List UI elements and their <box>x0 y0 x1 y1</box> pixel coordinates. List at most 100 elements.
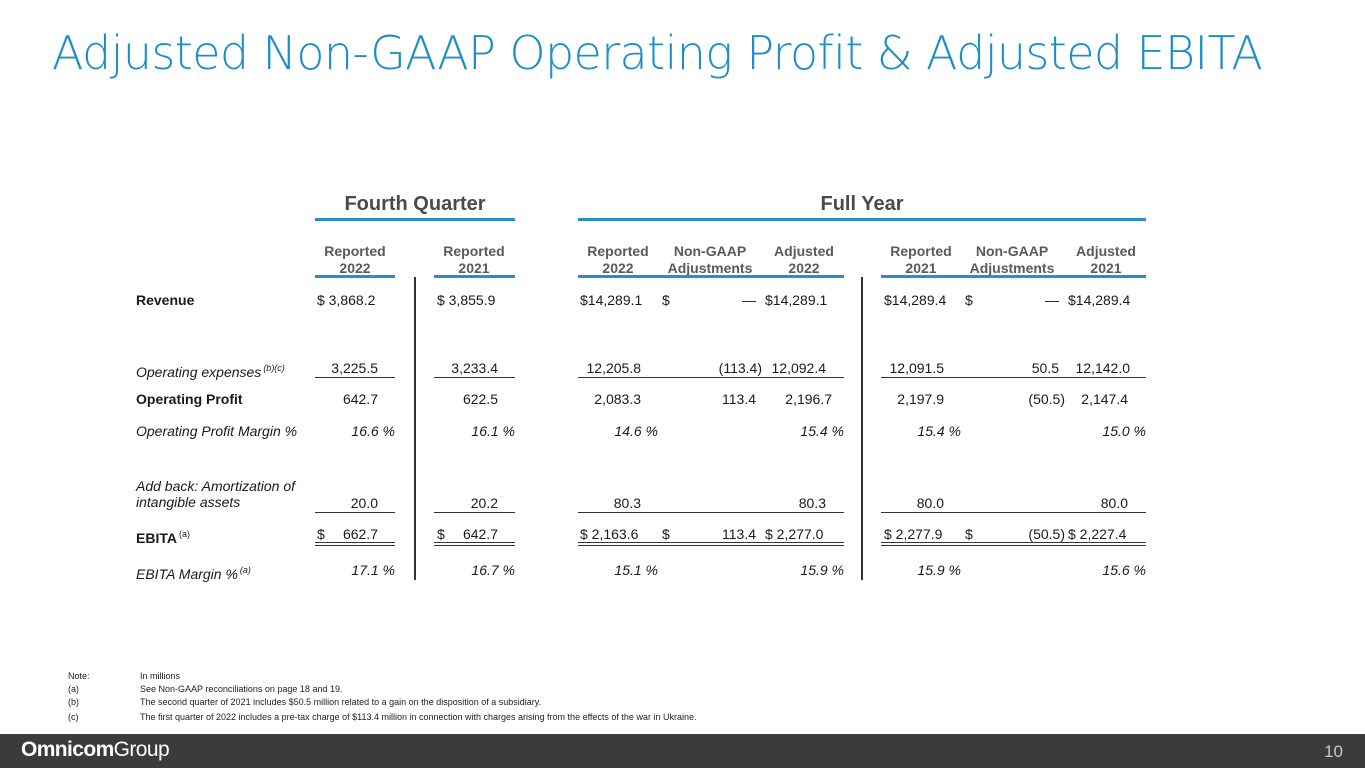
table-cell: — <box>742 292 756 308</box>
underline <box>881 512 1146 513</box>
table-cell: 12,092.4 <box>771 360 827 376</box>
double-underline <box>578 542 844 546</box>
table-cell: 15.9 % <box>917 562 961 578</box>
column-header: Reported 2021 <box>443 243 505 276</box>
footnote: (b) The second quarter of 2021 includes $… <box>68 697 542 707</box>
footer-bar: OmnicomGroup 10 <box>0 734 1365 768</box>
underline <box>578 377 844 378</box>
page-number: 10 <box>1324 742 1343 761</box>
table-cell: 15.4 % <box>800 423 844 439</box>
table-cell: 662.7 <box>342 526 378 542</box>
table-cell: 642.7 <box>342 391 378 407</box>
double-underline <box>881 542 1146 546</box>
group-header-full-year: Full Year <box>820 193 904 215</box>
row-label-revenue: Revenue <box>136 292 195 308</box>
table-cell: (50.5) <box>1028 526 1065 542</box>
footnote: Note: In millions <box>68 671 181 681</box>
table-cell: $14,289.4 <box>884 292 947 308</box>
table-cell: (113.4) <box>718 360 762 376</box>
table-cell: 3,225.5 <box>331 360 378 376</box>
table-cell: $ <box>317 526 325 542</box>
table-cell: 50.5 <box>1031 360 1059 376</box>
table-cell: $14,289.1 <box>580 292 643 308</box>
table-cell: $ 2,227.4 <box>1068 526 1127 542</box>
column-divider <box>861 277 863 580</box>
table-cell: 16.6 % <box>351 423 395 439</box>
table-cell: 80.0 <box>1100 495 1128 511</box>
underline <box>881 377 1146 378</box>
table-cell: — <box>1045 292 1059 308</box>
group-underline-fourth-quarter <box>315 218 515 221</box>
table-cell: $ 2,277.0 <box>765 526 824 542</box>
table-cell: 80.3 <box>613 495 641 511</box>
table-cell: $ <box>662 526 670 542</box>
table-cell: $ 2,277.9 <box>884 526 943 542</box>
column-header: Reported 2021 <box>890 243 952 276</box>
double-underline <box>434 542 515 546</box>
table-cell: 12,142.0 <box>1075 360 1131 376</box>
page-title: Adjusted Non-GAAP Operating Profit & Adj… <box>52 26 1263 80</box>
table-cell: $ <box>965 526 973 542</box>
table-cell: 2,083.3 <box>594 391 641 407</box>
table-cell: 2,196.7 <box>785 391 832 407</box>
row-label-operating-profit-margin: Operating Profit Margin % <box>136 423 298 439</box>
column-underline <box>315 275 395 278</box>
table-cell: 15.4 % <box>917 423 961 439</box>
omnicom-logo: OmnicomGroup <box>21 738 170 761</box>
table-cell: 113.4 <box>722 391 756 407</box>
table-cell: 14.6 % <box>614 423 658 439</box>
row-label-ebita-margin: EBITA Margin % (a) <box>136 565 251 582</box>
table-cell: 642.7 <box>462 526 498 542</box>
table-cell: $ 2,163.6 <box>580 526 639 542</box>
underline <box>315 377 395 378</box>
table-cell: 17.1 % <box>351 562 395 578</box>
footnote: (a) See Non-GAAP reconciliations on page … <box>68 684 343 694</box>
table-cell: 20.0 <box>350 495 378 511</box>
group-header-fourth-quarter: Fourth Quarter <box>344 193 486 215</box>
column-underline <box>578 275 844 278</box>
table-cell: 3,233.4 <box>451 360 498 376</box>
table-cell: $ 3,855.9 <box>437 292 496 308</box>
table-cell: 12,205.8 <box>586 360 642 376</box>
table-cell: $ <box>965 292 973 308</box>
footnotes: Note: In millions (a) See Non-GAAP reconci… <box>68 670 696 724</box>
row-label-amortization: Add back: Amortization of intangible asse… <box>136 478 296 510</box>
column-header: Non-GAAP Adjustments <box>969 243 1055 276</box>
table-cell: 15.0 % <box>1102 423 1146 439</box>
table-cell: 15.9 % <box>800 562 844 578</box>
table-cell: 2,197.9 <box>897 391 944 407</box>
table-cell: $ <box>662 292 670 308</box>
table-cell: $ <box>437 526 445 542</box>
table-cell: $14,289.4 <box>1068 292 1131 308</box>
table-cell: 15.6 % <box>1102 562 1146 578</box>
table-cell: (50.5) <box>1028 391 1065 407</box>
table-cell: 622.5 <box>462 391 498 407</box>
column-header: Non-GAAP Adjustments <box>667 243 753 276</box>
column-underline <box>881 275 1146 278</box>
underline <box>434 377 515 378</box>
table-cell: 80.0 <box>916 495 944 511</box>
column-header: Adjusted 2022 <box>774 243 834 276</box>
column-header: Adjusted 2021 <box>1076 243 1136 276</box>
row-label-operating-expenses: Operating expenses (b)(c) <box>136 363 285 380</box>
column-header: Reported 2022 <box>324 243 386 276</box>
underline <box>578 512 844 513</box>
table-cell: 16.1 % <box>471 423 515 439</box>
table-cell: 12,091.5 <box>889 360 945 376</box>
row-label-ebita: EBITA (a) <box>136 529 190 546</box>
underline <box>434 512 515 513</box>
row-label-operating-profit: Operating Profit <box>136 391 243 407</box>
table-cell: 80.3 <box>798 495 826 511</box>
footnote: (c) The first quarter of 2022 includes a … <box>68 712 697 722</box>
double-underline <box>315 542 395 546</box>
table-cell: 16.7 % <box>471 562 515 578</box>
group-underline-full-year <box>578 218 1146 221</box>
table-cell: $ 3,868.2 <box>317 292 376 308</box>
table-cell: 20.2 <box>470 495 498 511</box>
table-cell: 2,147.4 <box>1081 391 1128 407</box>
table-cell: 113.4 <box>722 526 756 542</box>
column-underline <box>434 275 515 278</box>
column-divider <box>414 277 416 580</box>
table-cell: $14,289.1 <box>765 292 828 308</box>
column-header: Reported 2022 <box>587 243 649 276</box>
